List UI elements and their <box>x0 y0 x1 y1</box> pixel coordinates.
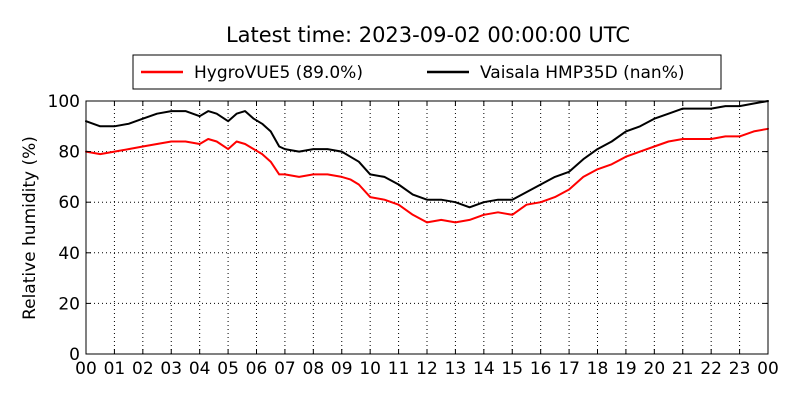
x-tick-label: 14 <box>473 359 495 379</box>
x-tick-label: 16 <box>530 359 552 379</box>
x-tick-label: 20 <box>644 359 666 379</box>
x-tick-label: 18 <box>587 359 609 379</box>
x-tick-label: 15 <box>501 359 523 379</box>
axis-ticks: 00 01 02 03 04 05 06 07 08 09 10 11 12 13 14 15 16 17 18 19… <box>48 92 779 379</box>
grid <box>86 101 768 354</box>
x-tick-label: 07 <box>274 359 296 379</box>
x-tick-label: 12 <box>416 359 438 379</box>
x-tick-label: 06 <box>246 359 268 379</box>
series-line-hygrovue5 <box>85 127 769 224</box>
x-tick-label: 00 <box>757 359 779 379</box>
legend-label-hygrovue5: HygroVUE5 (89.0%) <box>194 63 363 83</box>
x-tick-label: 19 <box>615 359 637 379</box>
x-tick-label: 05 <box>217 359 239 379</box>
x-tick-label: 08 <box>303 359 325 379</box>
y-axis-label: Relative humidity (%) <box>20 136 40 320</box>
x-tick-label: 01 <box>104 359 126 379</box>
x-tick-label: 22 <box>700 359 722 379</box>
series-line-vaisala-hmp35d <box>85 100 769 209</box>
y-tick-label: 60 <box>58 193 80 213</box>
x-tick-label: 10 <box>359 359 381 379</box>
legend: HygroVUE5 (89.0%) Vaisala HMP35D (nan%) <box>132 54 722 90</box>
y-tick-label: 100 <box>48 92 80 112</box>
y-tick-label: 80 <box>58 143 80 163</box>
x-tick-label: 17 <box>558 359 580 379</box>
x-tick-label: 11 <box>388 359 410 379</box>
x-tick-label: 04 <box>189 359 211 379</box>
x-tick-label: 23 <box>729 359 751 379</box>
x-tick-label: 03 <box>160 359 182 379</box>
y-tick-label: 20 <box>58 294 80 314</box>
series-lines <box>85 100 769 224</box>
legend-label-vaisala: Vaisala HMP35D (nan%) <box>480 63 684 83</box>
y-tick-label: 0 <box>69 345 80 365</box>
x-tick-label: 13 <box>445 359 467 379</box>
x-tick-label: 02 <box>132 359 154 379</box>
x-tick-label: 00 <box>75 359 97 379</box>
chart-title: Latest time: 2023-09-02 00:00:00 UTC <box>226 23 630 47</box>
x-tick-label: 21 <box>672 359 694 379</box>
x-tick-label: 09 <box>331 359 353 379</box>
y-tick-label: 40 <box>58 244 80 264</box>
plot-frame <box>85 100 769 355</box>
